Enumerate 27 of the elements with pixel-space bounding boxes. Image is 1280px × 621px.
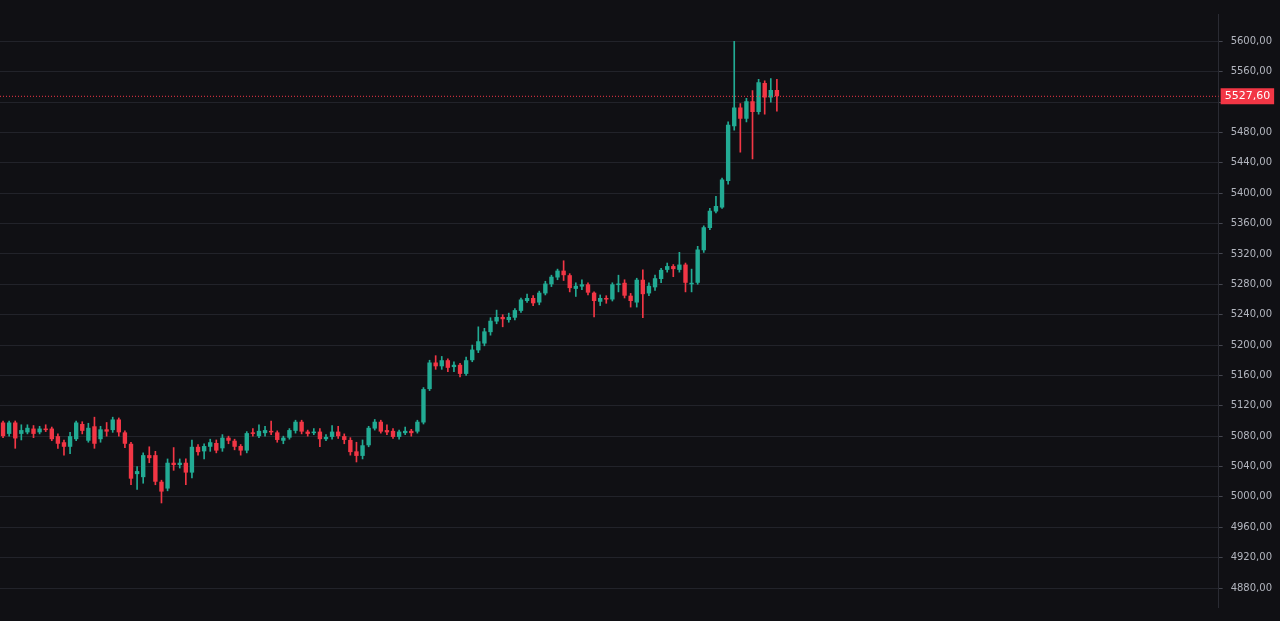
candlestick bbox=[500, 314, 505, 328]
ref-line-label: 5527,60 bbox=[1224, 89, 1271, 103]
candlestick bbox=[579, 279, 585, 290]
y-tick-label: 5280,00 bbox=[1230, 277, 1273, 289]
y-tick-label: 5480,00 bbox=[1230, 126, 1273, 138]
y-tick-label: 4880,00 bbox=[1230, 581, 1273, 593]
y-tick-label: 5120,00 bbox=[1230, 399, 1273, 411]
y-tick-label: 5000,00 bbox=[1230, 490, 1273, 502]
y-tick-label: 5240,00 bbox=[1230, 308, 1273, 320]
candlestick bbox=[134, 466, 140, 490]
y-tick-label: 5560,00 bbox=[1230, 65, 1273, 77]
y-tick-label: 5320,00 bbox=[1230, 247, 1273, 259]
candlestick bbox=[732, 41, 737, 131]
y-tick-label: 5440,00 bbox=[1230, 156, 1273, 168]
y-tick-label: 4960,00 bbox=[1230, 520, 1273, 532]
y-tick-label: 5200,00 bbox=[1230, 338, 1273, 350]
y-tick-label: 5400,00 bbox=[1230, 186, 1273, 198]
y-tick-label: 5600,00 bbox=[1230, 34, 1273, 46]
y-tick-label: 5360,00 bbox=[1230, 217, 1273, 229]
candlestick bbox=[671, 264, 676, 278]
candlestick bbox=[147, 446, 152, 464]
y-tick-label: 5040,00 bbox=[1230, 460, 1273, 472]
y-tick-label: 5080,00 bbox=[1230, 429, 1273, 441]
candlestick bbox=[573, 282, 578, 297]
y-tick-label: 4920,00 bbox=[1230, 551, 1273, 563]
candlestick bbox=[738, 103, 743, 153]
y-tick-label: 5160,00 bbox=[1230, 369, 1273, 381]
